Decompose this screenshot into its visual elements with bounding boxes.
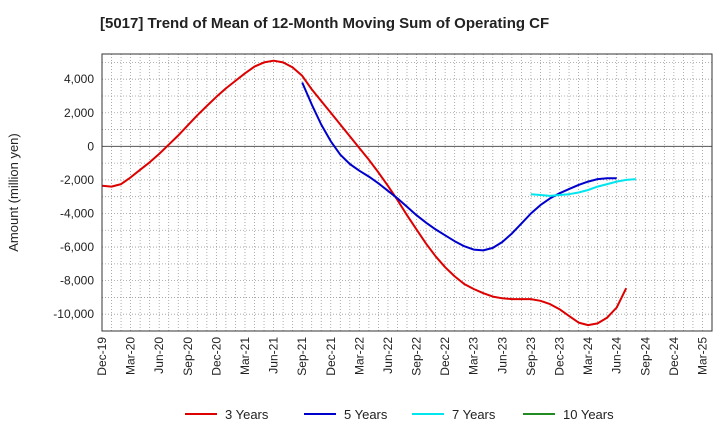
legend-item: 5 Years [304, 407, 388, 422]
legend: 3 Years 5 Years 7 Years 10 Years [185, 407, 614, 422]
x-tick-label: Dec-24 [667, 337, 681, 376]
x-tick-label: Dec-21 [324, 337, 338, 376]
y-axis-ticks: 4,000 2,000 0 -2,000 -4,000 -6,000 -8,000 -10,0… [53, 72, 94, 321]
x-tick-label: Sep-23 [524, 337, 538, 376]
y-tick-label: -6,000 [60, 240, 94, 254]
y-tick-label: 4,000 [64, 72, 94, 86]
y-tick-label: -10,000 [53, 307, 94, 321]
x-axis-ticks: Dec-19 Mar-20 Jun-20 Sep-20 Dec-20 Mar-21 Jun-… [95, 337, 709, 376]
x-tick-label: Mar-22 [352, 337, 366, 375]
legend-label: 7 Years [452, 407, 496, 422]
y-tick-label: -8,000 [60, 274, 94, 288]
x-tick-label: Mar-20 [124, 337, 138, 375]
x-tick-label: Jun-22 [381, 337, 395, 374]
x-tick-label: Dec-19 [95, 337, 109, 376]
series-line-7-years [530, 178, 636, 197]
legend-item: 10 Years [523, 407, 614, 422]
x-gridlines [111, 54, 703, 331]
plot-area [101, 53, 713, 332]
y-axis-label: Amount (million yen) [6, 133, 21, 252]
x-tick-label: Dec-20 [209, 337, 223, 376]
chart-title: [5017] Trend of Mean of 12-Month Moving … [100, 15, 549, 32]
y-tick-label: 2,000 [64, 106, 94, 120]
y-tick-label: 0 [87, 139, 94, 153]
legend-label: 10 Years [563, 407, 614, 422]
x-tick-label: Dec-22 [438, 337, 452, 376]
x-tick-label: Jun-24 [610, 337, 624, 374]
legend-item: 7 Years [412, 407, 496, 422]
legend-label: 3 Years [225, 407, 269, 422]
x-tick-label: Dec-23 [553, 337, 567, 376]
legend-item: 3 Years [185, 407, 269, 422]
plot-border [101, 53, 713, 332]
x-tick-label: Sep-24 [638, 337, 652, 376]
y-tick-label: -4,000 [60, 206, 94, 220]
x-tick-label: Mar-24 [581, 337, 595, 375]
legend-label: 5 Years [344, 407, 388, 422]
x-tick-label: Sep-20 [181, 337, 195, 376]
x-tick-label: Jun-23 [495, 337, 509, 374]
x-tick-label: Mar-23 [467, 337, 481, 375]
x-tick-label: Sep-22 [410, 337, 424, 376]
x-tick-label: Mar-21 [238, 337, 252, 375]
x-tick-label: Mar-25 [695, 337, 709, 375]
x-tick-label: Jun-20 [152, 337, 166, 374]
x-tick-label: Sep-21 [295, 337, 309, 376]
x-tick-label: Jun-21 [267, 337, 281, 374]
series-lines [101, 59, 636, 327]
series-line-5-years [301, 82, 617, 252]
series-line-3-years [101, 59, 628, 327]
y-tick-label: -2,000 [60, 173, 94, 187]
